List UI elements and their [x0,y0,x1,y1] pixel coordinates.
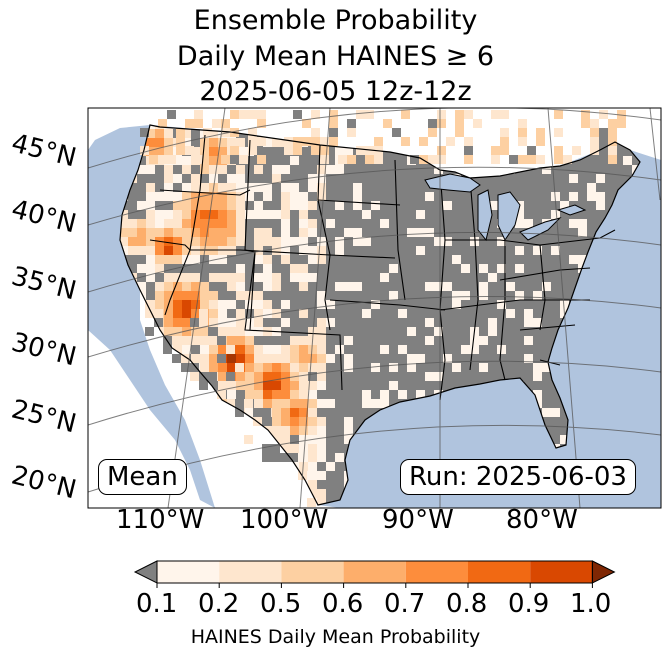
colorbar-bin-2 [281,561,344,583]
colorbar-tick-0: 0.1 [136,589,178,619]
stat-label-box: Mean [98,459,187,495]
colorbar-bin-3 [343,561,406,583]
lon-label-110: 110°W [116,505,205,535]
colorbar-bin-0 [157,561,220,583]
lon-label-100: 100°W [240,505,329,535]
colorbar-tick-1: 0.2 [198,589,240,619]
lon-label-90: 90°W [382,505,454,535]
colorbar-tick-4: 0.7 [384,589,426,619]
colorbar-tick-5: 0.8 [446,589,488,619]
title-line-1: Ensemble Probability [193,5,478,36]
colorbar-under-triangle [133,560,158,584]
lon-label-80: 80°W [506,505,578,535]
colorbar-tick-6: 0.9 [508,589,550,619]
colorbar-bin-4 [405,561,468,583]
colorbar-bin-5 [468,561,531,583]
colorbar-label: HAINES Daily Mean Probability [190,626,481,648]
colorbar-tick-3: 0.6 [322,589,364,619]
colorbar-tick-7: 1.0 [570,589,612,619]
great-lakes [424,173,587,242]
colorbar [133,560,616,588]
graticule [88,108,661,508]
map-frame [87,107,662,509]
run-label-box: Run: 2025-06-03 [400,459,636,495]
title-line-3: 2025-06-05 12z-12z [199,76,472,107]
colorbar-frame [156,560,593,584]
title-line-2: Daily Mean HAINES ≥ 6 [176,41,495,72]
colorbar-bin-6 [530,561,593,583]
colorbar-over-triangle [591,560,616,584]
colorbar-bin-1 [219,561,282,583]
colorbar-tick-2: 0.5 [260,589,302,619]
